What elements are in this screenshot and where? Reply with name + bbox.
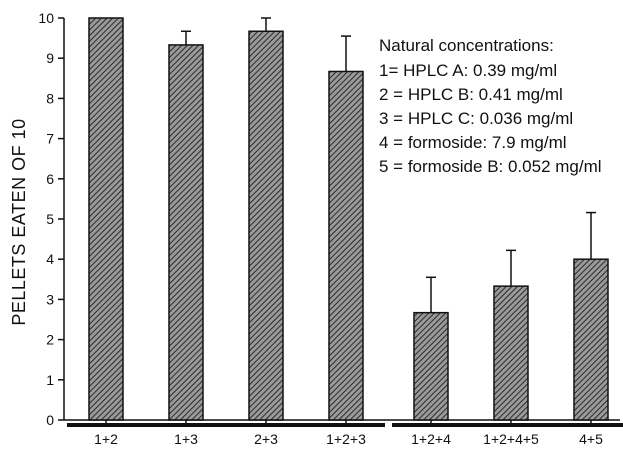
legend-line-3: 3 = HPLC C: 0.036 mg/ml bbox=[379, 109, 573, 128]
x-tick-label: 4+5 bbox=[579, 431, 603, 447]
bar bbox=[88, 17, 124, 421]
legend-line-2: 2 = HPLC B: 0.41 mg/ml bbox=[379, 85, 563, 104]
legend-line-4: 4 = formoside: 7.9 mg/ml bbox=[379, 133, 567, 152]
legend-title: Natural concentrations: bbox=[379, 36, 554, 55]
plot-area: 0 1 2 3 4 5 6 7 8 9 10 1+2 1+3 2+3 1+2+3 1+2+4 1+2+4+5 4+… bbox=[38, 10, 623, 447]
y-tick-label: 9 bbox=[46, 50, 54, 66]
legend-line-1: 1= HPLC A: 0.39 mg/ml bbox=[379, 61, 557, 80]
group-bracket bbox=[67, 423, 385, 427]
x-tick-label: 1+2+4+5 bbox=[483, 431, 539, 447]
x-tick-label: 1+3 bbox=[174, 431, 198, 447]
bar bbox=[573, 258, 609, 421]
bar bbox=[168, 44, 204, 421]
bar bbox=[328, 70, 364, 421]
legend-line-5: 5 = formoside B: 0.052 mg/ml bbox=[379, 157, 602, 176]
y-tick-label: 6 bbox=[46, 171, 54, 187]
y-tick-label: 8 bbox=[46, 90, 54, 106]
y-tick-label: 4 bbox=[46, 251, 54, 267]
bar bbox=[413, 311, 449, 421]
x-tick-label: 1+2+4 bbox=[411, 431, 451, 447]
x-tick-label: 1+2 bbox=[94, 431, 118, 447]
y-tick-label: 0 bbox=[46, 412, 54, 428]
y-tick-label: 7 bbox=[46, 131, 54, 147]
y-tick-label: 10 bbox=[38, 10, 54, 26]
group-bracket bbox=[392, 423, 623, 427]
bar bbox=[248, 30, 284, 421]
y-tick-label: 2 bbox=[46, 332, 54, 348]
y-tick-label: 1 bbox=[46, 372, 54, 388]
concentration-legend: Natural concentrations: 1= HPLC A: 0.39 … bbox=[379, 36, 602, 176]
x-tick-label: 2+3 bbox=[254, 431, 278, 447]
bar bbox=[493, 285, 529, 421]
y-axis-label: PELLETS EATEN OF 10 bbox=[9, 118, 29, 325]
y-tick-label: 3 bbox=[46, 291, 54, 307]
x-tick-label: 1+2+3 bbox=[326, 431, 366, 447]
y-tick-label: 5 bbox=[46, 211, 54, 227]
